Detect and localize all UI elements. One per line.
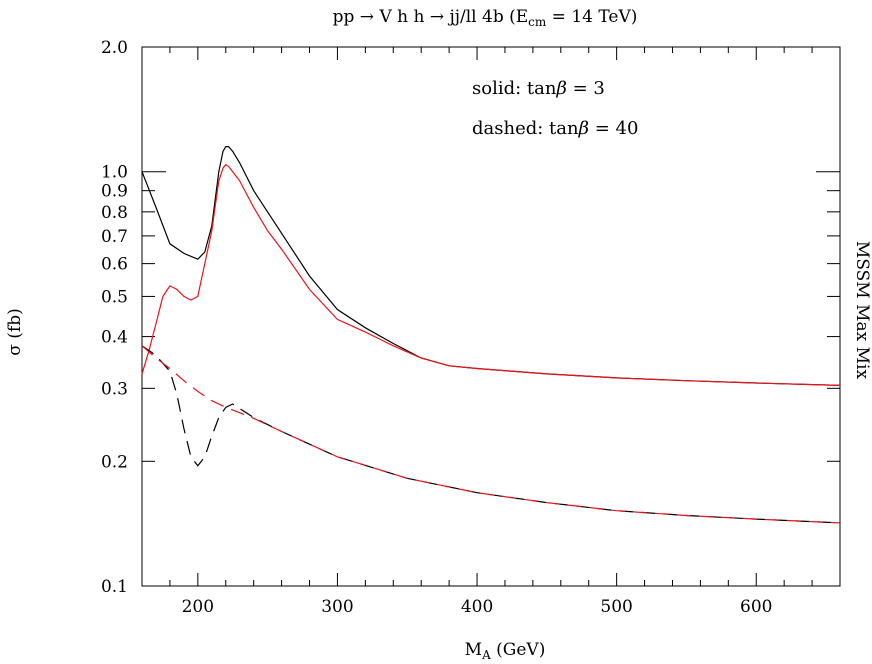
- chart-title-tail: = 14 TeV): [546, 7, 637, 27]
- annotation-solid-symbol: β: [555, 78, 566, 99]
- series-line-red-dashed: [141, 345, 841, 524]
- annotation-solid: solid: tanβ = 3: [472, 78, 605, 99]
- y-tick-label: 2.0: [101, 38, 128, 58]
- plot-frame: [141, 46, 841, 587]
- y-tick-label: 0.9: [101, 182, 128, 202]
- y-tick-label: 0.5: [101, 287, 128, 307]
- y-tick-label: 0.2: [101, 452, 128, 472]
- annotation-solid-value: = 3: [567, 78, 605, 99]
- side-label: MSSM Max Mix: [852, 241, 872, 380]
- x-axis-label-sub: A: [481, 648, 491, 662]
- series-line-red-solid: [141, 163, 841, 386]
- x-tick-label: 300: [321, 597, 353, 617]
- chart-title-sub: cm: [528, 15, 547, 29]
- x-tick-label: 600: [740, 597, 772, 617]
- y-tick-label: 0.4: [101, 328, 128, 348]
- annotation-solid-prefix: solid: tan: [472, 78, 557, 99]
- x-tick-label: 400: [461, 597, 493, 617]
- x-axis-label: MA (GeV): [465, 640, 546, 662]
- axis-tick-labels: 200 300 400 500 600 0.1 0.2 0.3 0.4 0.5 0.6 0.7 0.80…: [101, 38, 773, 617]
- y-tick-label: 0.8: [101, 203, 128, 223]
- y-tick-label: 0.3: [101, 379, 128, 399]
- x-tick-label: 200: [182, 597, 214, 617]
- y-axis-label: σ (fb): [5, 308, 25, 355]
- chart-title: pp → V h h → jj/ll 4b (Ecm = 14 TeV): [333, 7, 638, 29]
- x-axis-label-main: M: [465, 640, 482, 660]
- series-group: [141, 146, 841, 524]
- y-tick-label: 0.1: [101, 577, 128, 597]
- series-line-black-dashed: [141, 345, 841, 524]
- y-tick-label: 0.7: [101, 227, 128, 247]
- series-line-black-solid: [141, 146, 841, 386]
- annotation-dashed: dashed: tanβ = 40: [472, 118, 638, 139]
- x-axis-label-tail: (GeV): [491, 640, 546, 660]
- y-tick-label: 1.0: [101, 163, 128, 183]
- annotation-dashed-value: = 40: [589, 118, 638, 139]
- y-tick-label: 0.6: [101, 255, 128, 275]
- chart-title-main: pp → V h h → jj/ll 4b (E: [333, 7, 529, 27]
- axis-ticks: [141, 47, 841, 586]
- annotation-dashed-symbol: β: [578, 118, 589, 139]
- annotation-dashed-prefix: dashed: tan: [472, 118, 579, 139]
- x-tick-label: 500: [600, 597, 632, 617]
